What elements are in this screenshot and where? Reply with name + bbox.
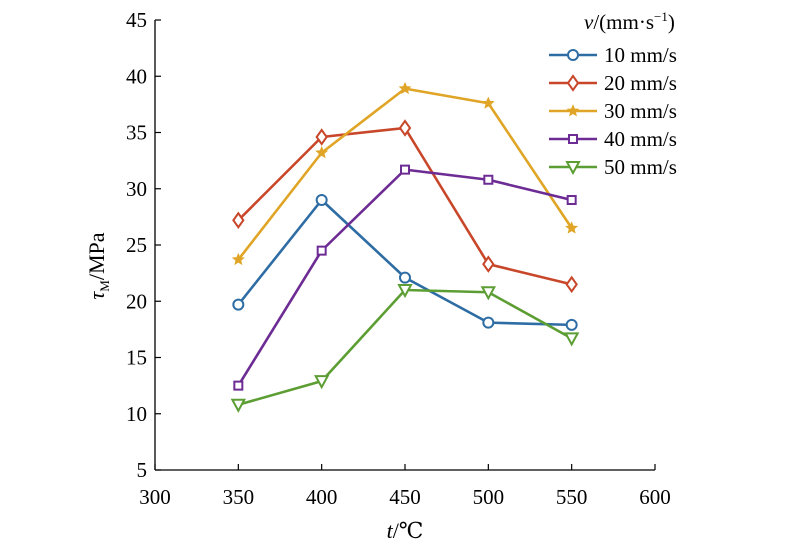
data-point <box>232 298 245 311</box>
data-point <box>483 174 494 185</box>
data-point <box>230 398 247 413</box>
series-5 <box>230 284 580 413</box>
y-tick-label: 20 <box>126 289 147 313</box>
data-point <box>398 119 412 137</box>
data-point <box>565 221 579 234</box>
data-point <box>315 145 329 159</box>
x-axis-label: t/℃ <box>387 518 424 543</box>
legend-label: 50 mm/s <box>604 155 677 179</box>
legend-marker <box>567 49 579 61</box>
series-1 <box>232 194 578 331</box>
data-point <box>482 255 495 273</box>
data-point <box>563 332 580 347</box>
legend-marker <box>565 161 581 176</box>
x-tick-label: 550 <box>556 485 588 509</box>
series-2 <box>232 119 578 294</box>
legend-item: 30 mm/s <box>549 99 677 123</box>
y-tick-label: 25 <box>126 233 147 257</box>
y-tick-label: 35 <box>126 121 147 145</box>
y-tick-label: 5 <box>137 458 148 482</box>
data-point <box>315 194 328 206</box>
data-point <box>400 164 410 175</box>
x-tick-label: 450 <box>389 485 421 509</box>
x-tick-label: 300 <box>139 485 171 509</box>
legend: v/(mm·s−1) 10 mm/s 20 mm/s 30 mm/s 40 mm/s 5… <box>549 9 677 179</box>
data-point <box>565 318 578 331</box>
legend-label: 20 mm/s <box>604 71 677 95</box>
legend-label: 40 mm/s <box>604 127 677 151</box>
y-axis-label: τM/MPa <box>84 232 112 299</box>
y-tick-label: 10 <box>126 402 147 426</box>
legend-title: v/(mm·s−1) <box>584 9 675 34</box>
x-tick-label: 400 <box>306 485 338 509</box>
x-tick-label: 500 <box>473 485 505 509</box>
legend-label: 30 mm/s <box>604 99 677 123</box>
x-tick-label: 350 <box>223 485 255 509</box>
data-point <box>397 284 413 299</box>
legend-marker <box>566 104 580 117</box>
legend-marker <box>566 74 580 92</box>
y-tick-label: 45 <box>126 8 147 32</box>
legend-label: 10 mm/s <box>604 43 677 67</box>
data-point <box>481 96 495 109</box>
series-line <box>237 288 573 407</box>
series-layer <box>230 81 580 413</box>
legend-item: 50 mm/s <box>549 155 677 179</box>
series-3 <box>231 81 579 266</box>
x-tick-label: 600 <box>639 485 671 509</box>
data-point <box>316 245 327 256</box>
data-point <box>313 375 330 390</box>
data-point <box>566 195 577 205</box>
data-point <box>399 271 411 284</box>
data-point <box>231 252 245 266</box>
data-point <box>315 128 328 146</box>
legend-marker <box>568 134 578 144</box>
data-point <box>233 380 244 391</box>
axes: 300 350 400 450 500 550 600 5 10 15 20 25 30 35 40 45 <box>126 8 671 509</box>
data-point <box>480 286 497 301</box>
data-point <box>232 211 245 229</box>
data-point <box>482 316 495 329</box>
y-tick-label: 15 <box>126 346 147 370</box>
y-tick-label: 30 <box>126 177 147 201</box>
data-point <box>565 275 578 294</box>
legend-item: 40 mm/s <box>549 127 677 151</box>
data-point <box>398 81 412 95</box>
legend-item: 20 mm/s <box>549 71 677 95</box>
y-tick-label: 40 <box>126 64 147 88</box>
legend-item: 10 mm/s <box>549 43 677 67</box>
series-4 <box>233 164 577 391</box>
